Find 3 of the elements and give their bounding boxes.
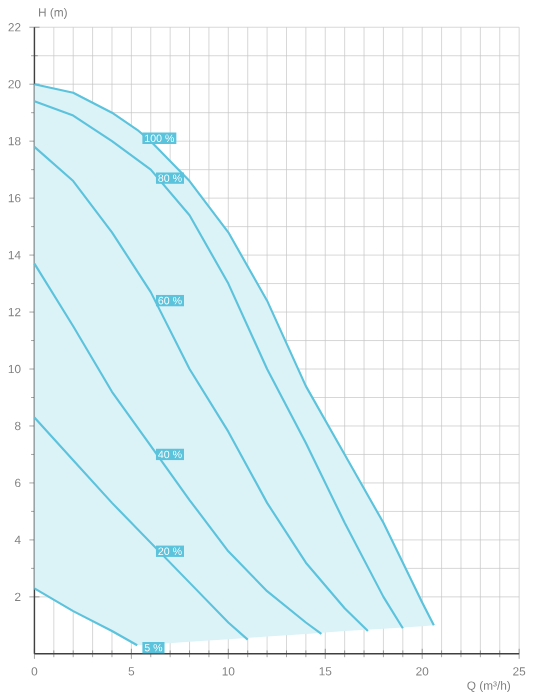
line-series <box>33 262 323 635</box>
line-series <box>33 587 139 647</box>
line-series <box>33 145 370 633</box>
